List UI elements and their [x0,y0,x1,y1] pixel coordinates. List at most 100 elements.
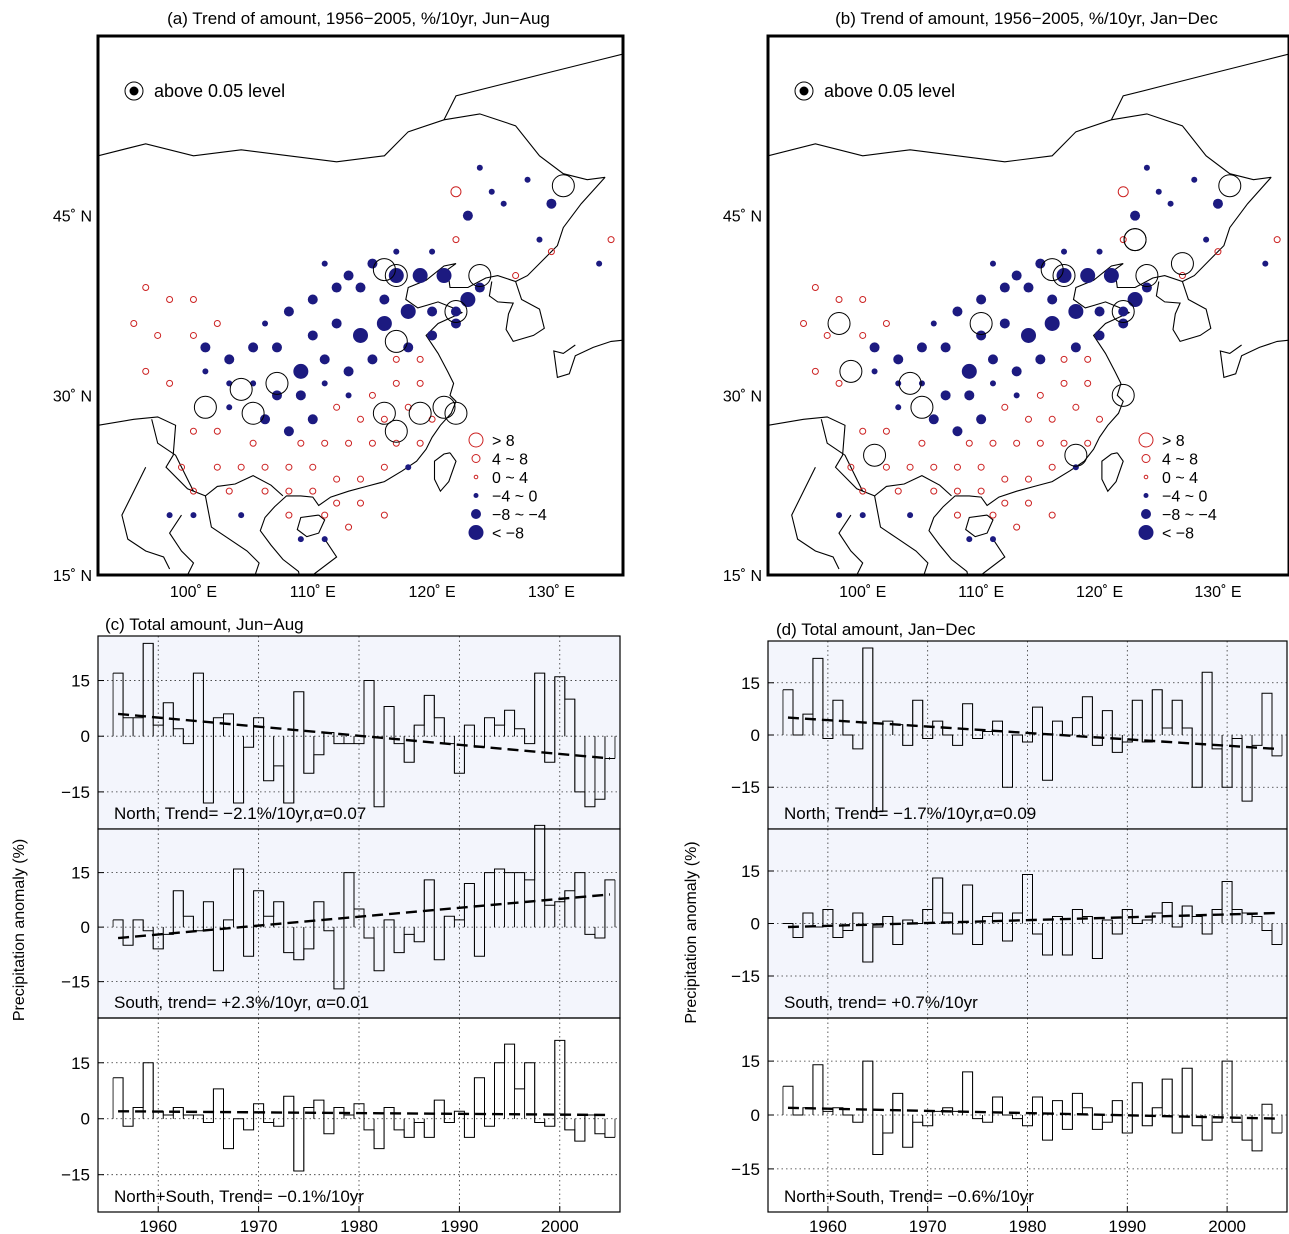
legend-label: > 8 [492,433,515,450]
anomaly-bar-1978 [333,927,345,989]
anomaly-bar-1982 [373,927,385,971]
station-positive-trend [918,439,926,447]
anomaly-bar-2000 [1221,1061,1233,1115]
significance-ring [229,377,253,401]
anomaly-bar-1978 [1002,923,1013,941]
station-positive-trend [189,427,197,435]
station-negative-trend [546,198,557,209]
station-positive-trend [213,319,221,327]
station-positive-trend [321,439,329,447]
anomaly-bar-1982 [373,736,385,807]
x-tick-label: 1980 [340,1217,378,1234]
station-negative-trend [1047,294,1058,305]
anomaly-bar-1981 [1032,707,1043,735]
anomaly-bar-1980 [1022,735,1033,742]
station-negative-trend [450,318,461,329]
y-tick-label: 15 [741,1052,760,1071]
subpanel-label: North+South, Trend= −0.1%/10yr [114,1187,364,1206]
station-positive-trend [989,439,997,447]
anomaly-bar-1962 [172,728,184,737]
coastline [443,53,623,121]
anomaly-bar-1988 [433,717,445,737]
anomaly-bar-2005 [1271,923,1283,945]
station-positive-trend [859,331,867,339]
station-negative-trend [596,260,603,267]
anomaly-bar-1983 [383,706,395,737]
station-positive-trend [1048,463,1056,471]
anomaly-bar-2002 [574,872,586,928]
anomaly-bar-1956 [782,1086,794,1115]
trend-line [118,1110,610,1117]
significance-legend-dot [799,86,809,96]
station-negative-trend [321,380,328,387]
coastline [98,113,606,181]
lat-tick-label: 45˚ N [53,209,92,226]
significance-legend-ring [124,81,144,101]
anomaly-bar-2004 [1261,693,1273,735]
station-negative-trend [871,368,878,375]
lat-tick-label: 45˚ N [723,209,762,226]
anomaly-bar-1989 [443,1118,455,1123]
subpanel-north: 15 0 −15 North, Trend= −2.1%/10yr,α=0.07 [61,636,621,830]
station-negative-trend [1061,248,1068,255]
station-negative-trend [976,414,987,425]
anomaly-bar-2003 [1251,916,1263,924]
lon-tick-label: 130˚ E [1194,584,1241,601]
lat-tick-label: 15˚ N [53,568,92,585]
anomaly-bar-1991 [464,725,475,737]
lat-tick-label: 30˚ N [53,388,92,405]
anomaly-bar-1961 [162,1115,174,1119]
anomaly-bar-1981 [363,1118,375,1130]
anomaly-bar-1962 [172,1107,184,1119]
anomaly-bar-1995 [1171,923,1183,927]
station-negative-trend [952,426,963,437]
station-positive-trend [859,296,867,304]
station-positive-trend [130,319,138,327]
coastline [296,514,326,538]
station-negative-trend [1013,392,1020,399]
station-negative-trend [248,342,259,353]
station-negative-trend [307,294,318,305]
anomaly-bar-1968 [233,868,244,928]
anomaly-bar-1973 [952,923,964,934]
station-negative-trend [412,268,428,284]
anomaly-bar-1985 [403,1118,415,1138]
anomaly-bar-1982 [373,1118,385,1149]
anomaly-bar-1960 [822,909,834,924]
station-negative-trend [343,270,354,281]
y-tick-label: 0 [751,726,760,745]
anomaly-bar-1957 [122,927,134,946]
x-tick-label: 2000 [1208,1217,1246,1234]
significance-ring [839,359,863,383]
anomaly-bar-1989 [1111,1100,1123,1115]
station-negative-trend [271,390,282,401]
coastline [820,419,864,492]
coastline [204,495,260,575]
anomaly-bar-1996 [514,728,526,737]
map-content [768,53,1289,575]
station-negative-trend [400,303,416,319]
anomaly-bar-1996 [1181,728,1193,735]
anomaly-bar-1956 [782,689,794,735]
station-negative-trend [966,536,973,543]
anomaly-bar-1994 [1161,1079,1173,1115]
map-title: (a) Trend of amount, 1956−2005, %/10yr, … [167,9,550,28]
station-positive-trend [380,463,388,471]
y-tick-label: −15 [61,783,90,802]
station-positive-trend [607,236,615,244]
station-negative-trend [1044,315,1060,331]
coastline [312,538,338,575]
station-negative-trend [226,404,233,411]
anomaly-bar-2002 [1241,735,1253,802]
anomaly-bar-1976 [313,736,325,755]
station-negative-trend [343,366,354,377]
anomaly-bar-1977 [323,1118,335,1134]
anomaly-bar-1998 [534,1118,546,1123]
timeseries-panel-c: 15 0 −15 North, Trend= −2.1%/10yr,α=0.07 15 0… [11,615,621,1234]
subpanel-frame [97,1017,621,1213]
significance-ring [444,299,468,323]
station-positive-trend [547,248,555,256]
station-positive-trend [1117,186,1129,198]
anomaly-bar-1965 [203,736,214,804]
anomaly-bar-1957 [122,1118,134,1127]
